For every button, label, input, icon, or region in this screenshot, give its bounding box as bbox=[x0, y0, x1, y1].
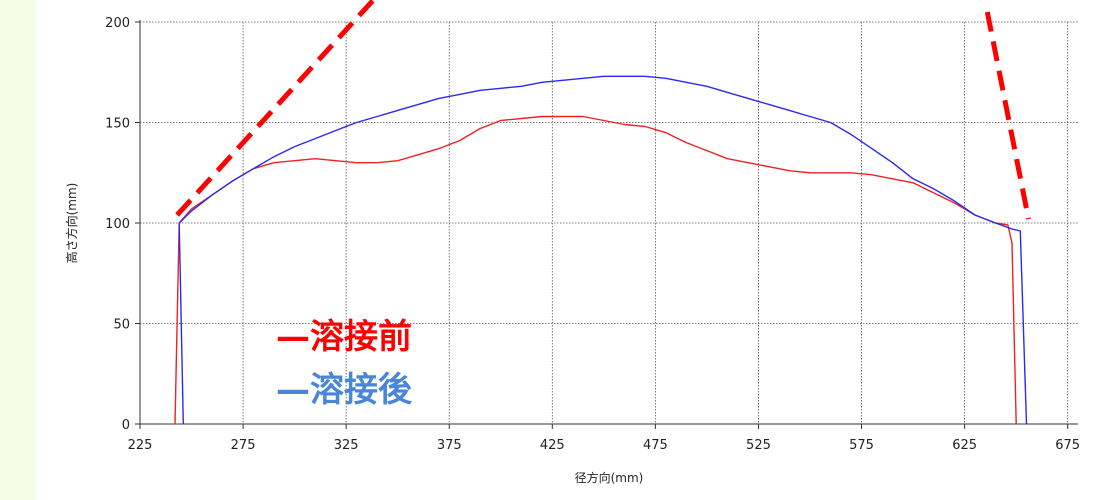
y-tick-label: 100 bbox=[105, 217, 130, 232]
chart-frame: 225 275 325 375 425 475 525 575 625 675 0 50 100 150 2… bbox=[36, 0, 1096, 500]
x-tick-label: 325 bbox=[334, 438, 359, 453]
x-tick-label: 575 bbox=[849, 438, 874, 453]
x-tick-label: 275 bbox=[231, 438, 256, 453]
series-layer bbox=[174, 75, 1028, 425]
dashed-annotation-0 bbox=[175, 0, 377, 217]
x-tick-label: 625 bbox=[952, 438, 977, 453]
y-axis-label: 高さ方向(mm) bbox=[64, 183, 79, 264]
line-chart: 225 275 325 375 425 475 525 575 625 675 0 50 100 150 2… bbox=[64, 0, 1080, 485]
y-tick-label: 200 bbox=[105, 16, 130, 31]
x-tick-label: 525 bbox=[746, 438, 771, 453]
y-tick-label: 150 bbox=[105, 117, 130, 132]
legend-entry-before: —溶接前 bbox=[276, 317, 412, 357]
tick-labels: 225 275 325 375 425 475 525 575 625 675 0 50 100 150 2… bbox=[105, 16, 1080, 453]
x-axis-label: 径方向(mm) bbox=[575, 470, 644, 485]
grid bbox=[140, 21, 1078, 424]
dashed-annotation-1 bbox=[984, 11, 1031, 220]
series-line-1 bbox=[178, 75, 1028, 425]
x-tick-label: 225 bbox=[128, 438, 153, 453]
x-tick-label: 475 bbox=[643, 438, 668, 453]
x-tick-label: 425 bbox=[540, 438, 565, 453]
annotation-layer bbox=[175, 0, 1031, 220]
series-line-0 bbox=[174, 115, 1017, 425]
axes bbox=[135, 20, 1078, 429]
legend-entry-after: —溶接後 bbox=[276, 370, 413, 410]
y-tick-label: 0 bbox=[122, 418, 130, 433]
x-tick-label: 375 bbox=[437, 438, 462, 453]
x-tick-label: 675 bbox=[1055, 438, 1080, 453]
y-tick-label: 50 bbox=[113, 318, 130, 333]
legend: —溶接前 —溶接後 bbox=[276, 317, 413, 410]
